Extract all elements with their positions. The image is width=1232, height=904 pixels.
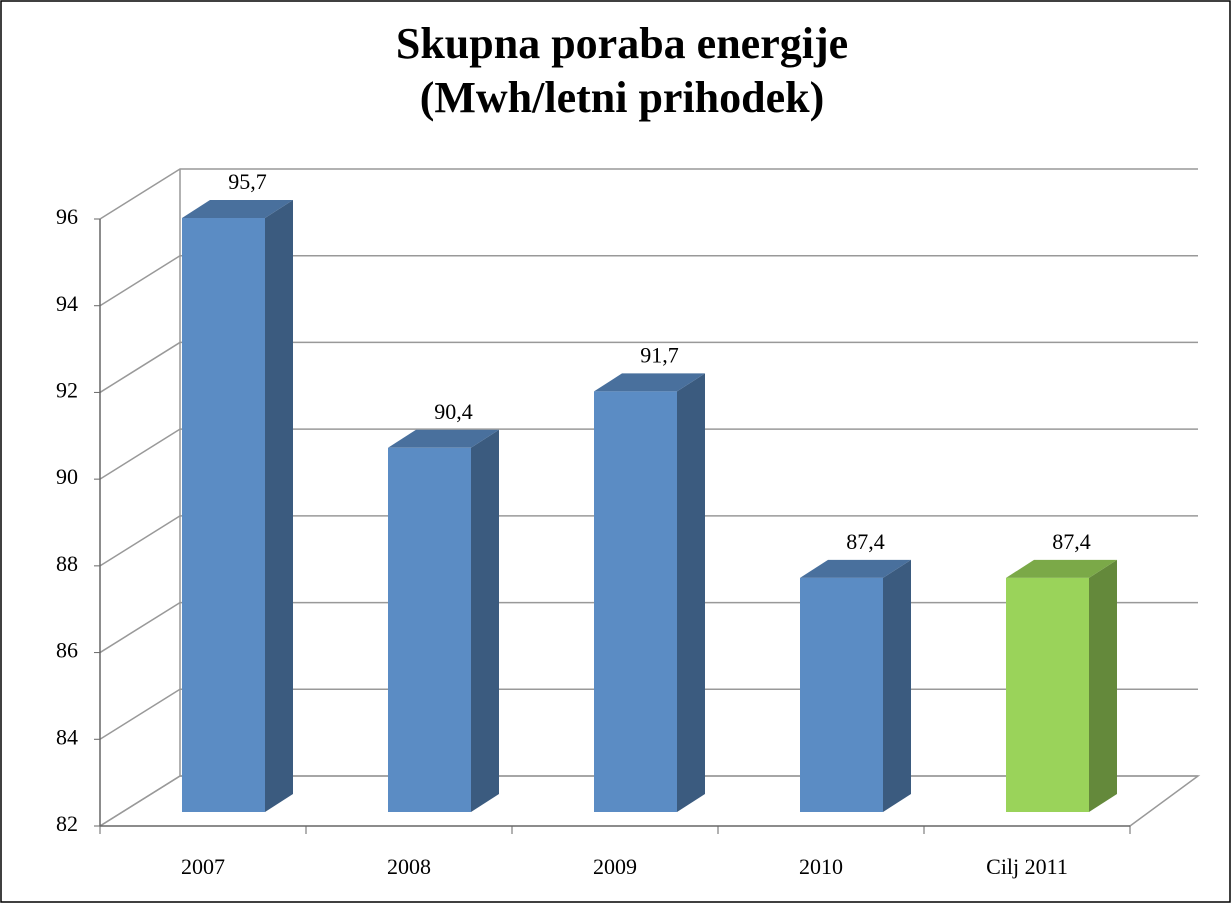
- data-label: 87,4: [1052, 529, 1091, 554]
- bar: [1006, 577, 1089, 812]
- y-tick-label: 86: [56, 638, 78, 663]
- bar: [800, 577, 883, 812]
- bar-side: [265, 200, 293, 812]
- bar-side: [883, 559, 911, 812]
- y-tick-label: 82: [56, 811, 78, 836]
- grid-line: [99, 515, 1198, 567]
- data-label: 90,4: [434, 399, 473, 424]
- y-tick-label: 94: [56, 291, 78, 316]
- chart-title: Skupna poraba energije: [396, 19, 848, 68]
- data-label: 87,4: [846, 529, 885, 554]
- x-tick-label: 2010: [799, 854, 843, 879]
- grid-line: [99, 254, 1198, 307]
- bar-side: [1089, 559, 1117, 812]
- x-tick-label: 2007: [181, 854, 225, 879]
- bar-top: [594, 373, 705, 392]
- bar: [594, 391, 677, 812]
- x-tick-label: Cilj 2011: [986, 854, 1068, 879]
- chart-title: (Mwh/letni prihodek): [420, 73, 825, 122]
- y-tick-label: 88: [56, 551, 78, 576]
- data-label: 95,7: [228, 169, 267, 194]
- y-tick-label: 96: [56, 204, 78, 229]
- bar-side: [471, 429, 499, 812]
- bar-top: [1006, 559, 1117, 578]
- grid-line: [99, 168, 1198, 220]
- x-tick-label: 2009: [593, 854, 637, 879]
- y-tick-label: 84: [56, 724, 78, 749]
- bar-side: [677, 373, 705, 812]
- grid-line: [99, 341, 1198, 394]
- bar-top: [388, 429, 499, 448]
- y-tick-label: 92: [56, 377, 78, 402]
- data-label: 91,7: [640, 342, 679, 367]
- bar-top: [182, 200, 293, 219]
- bar: [182, 218, 265, 812]
- x-tick-label: 2008: [387, 854, 431, 879]
- bar: [388, 447, 471, 812]
- y-tick-label: 90: [56, 464, 78, 489]
- grid-line: [99, 428, 1198, 480]
- bar-top: [800, 559, 911, 578]
